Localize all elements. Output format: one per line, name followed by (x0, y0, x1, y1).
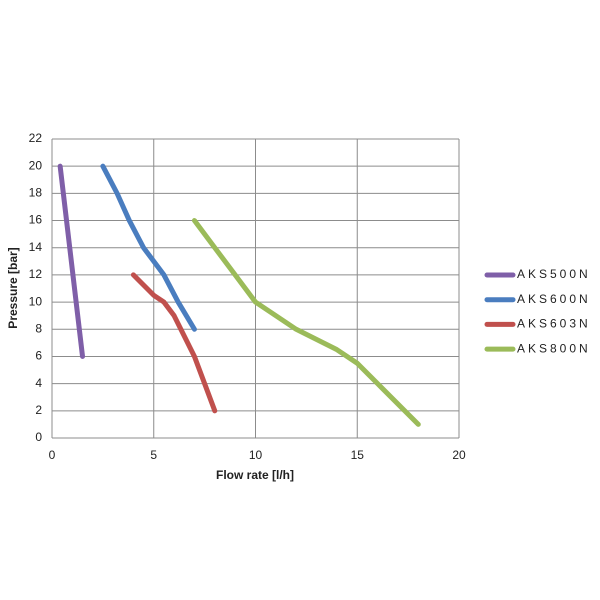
legend-label: AKS603N (517, 317, 591, 331)
y-tick-label: 6 (35, 349, 42, 363)
y-tick-label: 20 (29, 158, 43, 172)
series-line (191, 218, 421, 427)
y-axis-title: Pressure [bar] (6, 247, 20, 328)
y-tick-label: 2 (35, 403, 42, 417)
series-line (100, 163, 197, 332)
y-tick-label: 16 (29, 213, 43, 227)
x-tick-label: 5 (150, 448, 157, 462)
legend-label: AKS800N (517, 341, 591, 355)
legend-label: AKS600N (517, 292, 591, 306)
legend-label: AKS500N (517, 267, 591, 281)
y-tick-label: 4 (35, 376, 42, 390)
x-tick-label: 20 (452, 448, 466, 462)
x-tick-label: 0 (49, 448, 56, 462)
y-tick-label: 0 (35, 430, 42, 444)
y-tick-label: 22 (29, 131, 43, 145)
series-line (57, 163, 86, 359)
series-line (130, 272, 218, 414)
y-tick-label: 8 (35, 321, 42, 335)
x-tick-label: 10 (249, 448, 263, 462)
x-tick-label: 15 (351, 448, 365, 462)
x-axis-title: Flow rate [l/h] (216, 468, 294, 482)
y-tick-label: 12 (29, 267, 43, 281)
y-tick-label: 14 (29, 240, 43, 254)
y-tick-label: 10 (29, 294, 43, 308)
y-tick-label: 18 (29, 186, 43, 200)
